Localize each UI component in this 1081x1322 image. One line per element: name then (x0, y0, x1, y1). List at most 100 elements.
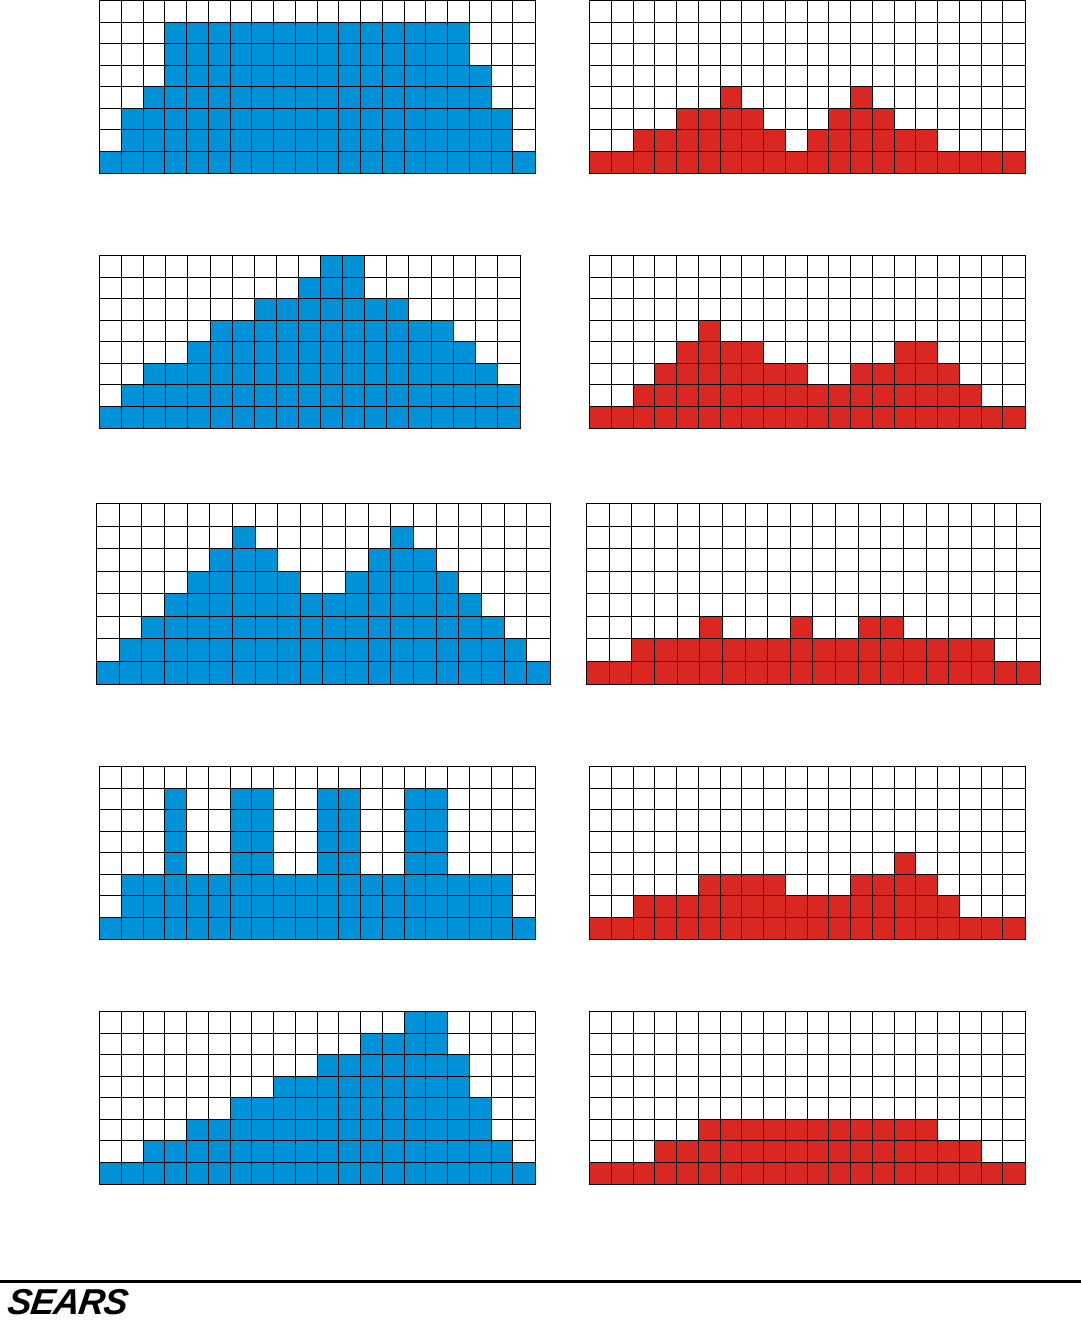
grid-cell (409, 256, 432, 278)
grid-cell (436, 661, 460, 684)
grid-cell (491, 788, 514, 810)
grid-cell (720, 363, 743, 385)
grid-cell (295, 44, 318, 66)
grid-cell (278, 549, 301, 572)
grid-cell (164, 661, 188, 684)
grid-cell (836, 571, 859, 594)
grid-cell (298, 256, 322, 278)
grid-cell (872, 320, 895, 342)
grid-cell (916, 767, 938, 789)
grid-cell (252, 22, 274, 44)
grid-cell (274, 22, 296, 44)
grid-cell (926, 526, 950, 549)
grid-cell (807, 277, 830, 299)
grid-cell (339, 767, 361, 789)
grid-cell (121, 130, 144, 152)
grid-cell (829, 256, 851, 278)
grid-cell (365, 342, 388, 364)
grid-cell (1003, 151, 1025, 173)
grid-cell (959, 788, 982, 810)
grid-cell (513, 1141, 535, 1163)
grid-cell (742, 151, 764, 173)
grid-cell (119, 571, 143, 594)
grid-cell (142, 526, 165, 549)
grid-cell (276, 256, 299, 278)
grid-cell (187, 1076, 209, 1098)
grid-cell (208, 1098, 231, 1120)
grid-cell (295, 1141, 318, 1163)
grid-cell (764, 320, 786, 342)
grid-cell (851, 1119, 873, 1141)
grid-cell (254, 299, 277, 321)
grid-cell (482, 594, 505, 617)
grid-cell (785, 917, 808, 939)
grid-cell (391, 504, 415, 527)
grid-cell (949, 639, 973, 662)
grid-cell (590, 130, 612, 152)
grid-cell (491, 108, 514, 130)
grid-cell (232, 504, 256, 527)
grid-cell (829, 917, 851, 939)
grid-cell (587, 571, 610, 594)
grid-cell (938, 1033, 960, 1055)
grid-cell (210, 526, 233, 549)
grid-cell (382, 108, 405, 130)
grid-cell (785, 1, 808, 23)
grid-cell (764, 256, 786, 278)
grid-cell (387, 406, 410, 428)
grid-cell (698, 277, 721, 299)
grid-cell (453, 256, 476, 278)
grid-cell (894, 130, 917, 152)
grid-cell (745, 639, 769, 662)
grid-cell (829, 1098, 851, 1120)
grid-cell (414, 504, 437, 527)
grid-cell (143, 1162, 166, 1184)
grid-cell (698, 1076, 721, 1098)
grid-cell (1003, 1076, 1025, 1098)
grid-cell (361, 1076, 383, 1098)
grid-cell (210, 277, 233, 299)
grid-cell (295, 1119, 318, 1141)
grid-cell (426, 767, 448, 789)
grid-cell (894, 44, 917, 66)
grid-cell (742, 1141, 764, 1163)
grid-cell (742, 87, 764, 109)
grid-cell (894, 1055, 917, 1077)
grid-cell (926, 616, 950, 639)
grid-cell (609, 549, 633, 572)
grid-cell (764, 277, 786, 299)
grid-cell (426, 896, 448, 918)
grid-cell (469, 853, 492, 875)
grid-cell (655, 831, 677, 853)
grid-cell (274, 151, 296, 173)
grid-cell (677, 504, 701, 527)
grid-cell (252, 810, 274, 832)
grid-cell (994, 504, 1018, 527)
grid-cell (255, 616, 279, 639)
grid-cell (938, 1098, 960, 1120)
grid-cell (1017, 571, 1040, 594)
grid-cell (655, 65, 677, 87)
grid-cell (339, 87, 361, 109)
grid-cell (414, 661, 437, 684)
grid-cell (323, 616, 347, 639)
grid-cell (700, 526, 723, 549)
grid-cell (208, 1141, 231, 1163)
grid-cell (295, 1055, 318, 1077)
grid-cell (252, 1076, 274, 1098)
grid-cell (655, 342, 677, 364)
grid-cell (387, 277, 410, 299)
grid-cell (872, 1, 895, 23)
grid-cell (677, 1033, 699, 1055)
grid-cell (188, 406, 211, 428)
grid-cell (361, 917, 383, 939)
grid-cell (448, 917, 470, 939)
grid-cell (122, 277, 145, 299)
grid-cell (382, 65, 405, 87)
grid-cell (426, 917, 448, 939)
grid-cell (677, 896, 699, 918)
grid-cell (764, 831, 786, 853)
grid-cell (475, 342, 498, 364)
grid-cell (632, 549, 655, 572)
grid-cell (994, 571, 1018, 594)
